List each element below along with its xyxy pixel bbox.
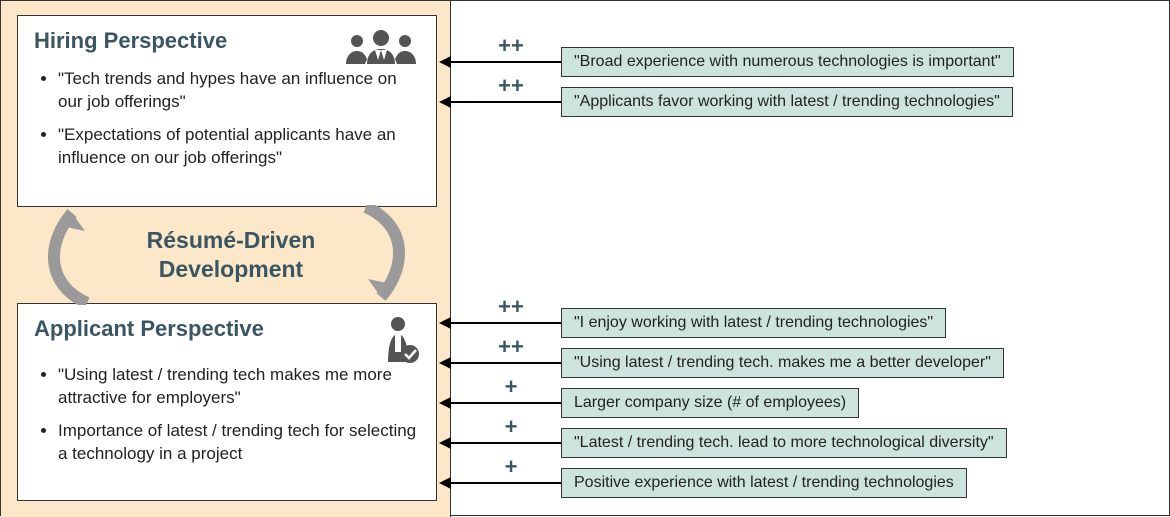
factor: "Applicants favor working with latest / … <box>561 87 1013 117</box>
factor-text: "Applicants favor working with latest / … <box>561 87 1013 117</box>
factor-symbol: ++ <box>491 73 531 99</box>
factor: Positive experience with latest / trendi… <box>561 468 967 498</box>
cycle-arrow-up <box>29 205 109 305</box>
arrow-line <box>451 61 561 63</box>
arrow-head <box>439 397 451 409</box>
factor-symbol: ++ <box>491 294 531 320</box>
factor-text: "Broad experience with numerous technolo… <box>561 47 1014 77</box>
applicant-title: Applicant Perspective <box>34 316 264 342</box>
arrow-head <box>439 56 451 68</box>
arrow-line <box>451 101 561 103</box>
arrow-line <box>451 322 561 324</box>
hiring-title: Hiring Perspective <box>34 28 227 54</box>
arrow-line <box>451 482 561 484</box>
factor-text: Larger company size (# of employees) <box>561 388 859 418</box>
arrow-line <box>451 362 561 364</box>
factor-symbol: + <box>491 374 531 400</box>
factor: "Broad experience with numerous technolo… <box>561 47 1014 77</box>
arrow-head <box>439 96 451 108</box>
arrow-head <box>439 317 451 329</box>
center-title: Résumé-Driven Development <box>121 226 341 284</box>
factor: "I enjoy working with latest / trending … <box>561 308 946 338</box>
factor-text: "Using latest / trending tech. makes me … <box>561 348 1004 378</box>
arrow-line <box>451 442 561 444</box>
factor-text: Positive experience with latest / trendi… <box>561 468 967 498</box>
factor: "Using latest / trending tech. makes me … <box>561 348 1004 378</box>
factor-text: "I enjoy working with latest / trending … <box>561 308 946 338</box>
factor-symbol: + <box>491 454 531 480</box>
factor-text: "Latest / trending tech. lead to more te… <box>561 428 1007 458</box>
applicant-box: Applicant Perspective "Using latest / tr… <box>17 303 437 501</box>
hiring-bullet: "Expectations of potential applicants ha… <box>58 124 420 170</box>
factor: "Latest / trending tech. lead to more te… <box>561 428 1007 458</box>
applicant-bullet: Importance of latest / trending tech for… <box>58 420 420 466</box>
factor-symbol: + <box>491 414 531 440</box>
applicant-bullet: "Using latest / trending tech makes me m… <box>58 364 420 410</box>
person-check-icon <box>382 316 420 364</box>
people-icon <box>342 28 420 66</box>
cycle-arrow-down <box>346 205 426 305</box>
arrow-head <box>439 477 451 489</box>
hiring-bullet: "Tech trends and hypes have an influence… <box>58 68 420 114</box>
hiring-box: Hiring Perspective "Tech trends and hype… <box>17 15 437 207</box>
arrow-head <box>439 357 451 369</box>
factor: Larger company size (# of employees) <box>561 388 859 418</box>
factor-symbol: ++ <box>491 33 531 59</box>
center-title-l1: Résumé-Driven <box>147 227 316 253</box>
arrow-head <box>439 437 451 449</box>
factor-symbol: ++ <box>491 334 531 360</box>
center-title-l2: Development <box>159 256 303 282</box>
arrow-line <box>451 402 561 404</box>
